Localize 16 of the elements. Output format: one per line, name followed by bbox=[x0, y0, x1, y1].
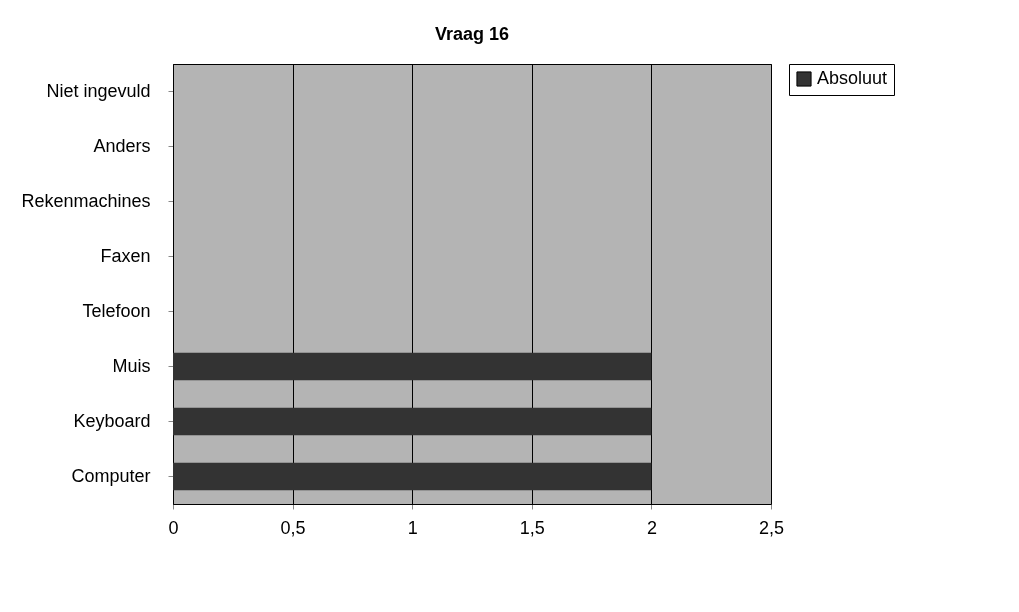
y-tick-label: Niet ingevuld bbox=[46, 80, 151, 101]
x-tick-label: 2,5 bbox=[758, 517, 785, 538]
x-tick-label: 2 bbox=[646, 517, 657, 538]
x-tick-label: 0 bbox=[168, 517, 179, 538]
y-tick-label: Anders bbox=[93, 135, 151, 156]
chart-title: Vraag 16 bbox=[434, 23, 510, 44]
x-tick-label: 1 bbox=[407, 517, 418, 538]
y-tick-label: Muis bbox=[112, 355, 151, 376]
legend-label: Absoluut bbox=[817, 68, 888, 88]
y-tick-label: Telefoon bbox=[82, 300, 151, 321]
x-tick-label: 0,5 bbox=[280, 517, 306, 538]
y-tick-label: Keyboard bbox=[73, 410, 151, 431]
y-tick-label: Rekenmachines bbox=[21, 190, 151, 211]
x-tick-label: 1,5 bbox=[519, 517, 545, 538]
y-tick-label: Computer bbox=[71, 465, 151, 486]
y-tick-label: Faxen bbox=[100, 245, 151, 266]
